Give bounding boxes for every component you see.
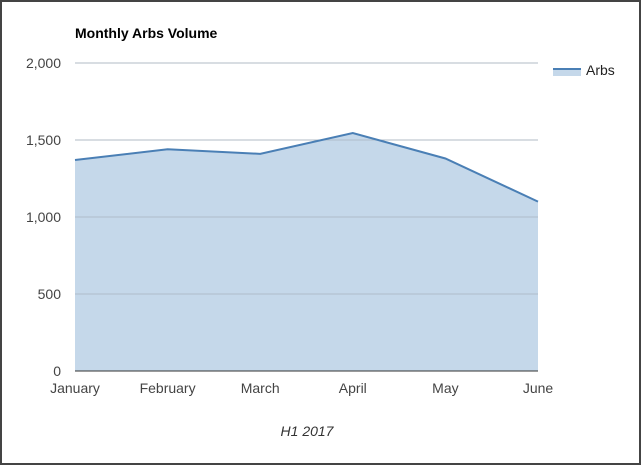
- x-axis-ticks: January February March April May June: [50, 380, 553, 396]
- y-axis-ticks: 0 500 1,000 1,500 2,000: [26, 55, 61, 379]
- y-tick-label: 1,000: [26, 209, 61, 225]
- legend-swatch-fill: [553, 69, 581, 76]
- series-layer: [74, 62, 539, 372]
- legend-label-arbs: Arbs: [586, 62, 615, 78]
- legend: Arbs: [553, 62, 615, 78]
- x-tick-label: January: [50, 380, 100, 396]
- series-arbs-area: [75, 133, 538, 371]
- chart-title: Monthly Arbs Volume: [75, 25, 218, 41]
- y-tick-label: 0: [53, 363, 61, 379]
- y-tick-label: 1,500: [26, 132, 61, 148]
- x-axis-title: H1 2017: [281, 423, 335, 439]
- series-arbs-line: [74, 132, 539, 203]
- x-tick-label: April: [339, 380, 367, 396]
- x-tick-label: May: [432, 380, 458, 396]
- y-tick-label: 500: [38, 286, 62, 302]
- x-tick-label: March: [241, 380, 280, 396]
- x-tick-label: February: [140, 380, 196, 396]
- x-tick-label: June: [523, 380, 554, 396]
- y-tick-label: 2,000: [26, 55, 61, 71]
